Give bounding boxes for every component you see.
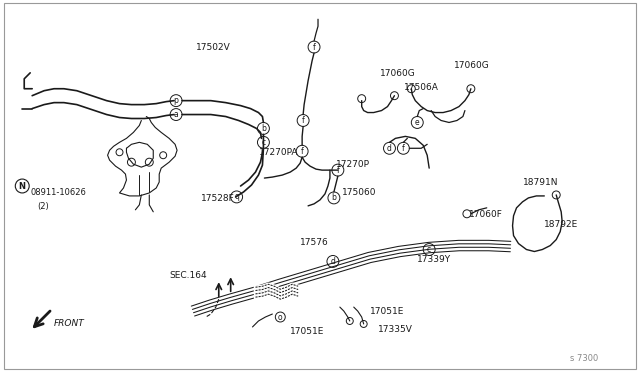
Text: 17051E: 17051E: [290, 327, 324, 336]
Text: d: d: [330, 257, 335, 266]
Text: 175060: 175060: [342, 188, 376, 197]
Text: 17335V: 17335V: [378, 325, 412, 334]
Text: f: f: [313, 42, 316, 52]
Text: 17051E: 17051E: [370, 307, 404, 316]
Text: f: f: [402, 144, 404, 153]
Text: 17339Y: 17339Y: [417, 256, 451, 264]
Text: 08911-10626: 08911-10626: [30, 188, 86, 197]
Text: d: d: [387, 144, 392, 153]
Text: p: p: [173, 96, 179, 105]
Text: f: f: [337, 166, 339, 174]
Text: SEC.164: SEC.164: [169, 271, 207, 280]
Text: f: f: [301, 147, 303, 156]
Text: o: o: [278, 312, 283, 321]
Text: 17270P: 17270P: [336, 160, 370, 169]
Text: b: b: [332, 193, 337, 202]
Text: b: b: [261, 124, 266, 133]
Text: 17060G: 17060G: [380, 69, 415, 78]
Text: e: e: [415, 118, 420, 127]
Text: 18792E: 18792E: [544, 220, 579, 229]
Text: 18791N: 18791N: [522, 178, 558, 187]
Text: q: q: [234, 192, 239, 201]
Text: c: c: [261, 138, 266, 147]
Text: f: f: [301, 116, 305, 125]
Text: 17060G: 17060G: [454, 61, 490, 70]
Text: (2): (2): [37, 202, 49, 211]
Text: 17576: 17576: [300, 238, 329, 247]
Text: 17270PA: 17270PA: [259, 148, 298, 157]
Text: a: a: [173, 110, 179, 119]
Text: 17528F: 17528F: [201, 194, 235, 203]
Text: FRONT: FRONT: [54, 319, 84, 328]
Text: s 7300: s 7300: [570, 354, 598, 363]
Text: N: N: [19, 182, 26, 190]
Text: 17506A: 17506A: [404, 83, 439, 92]
Text: 17502V: 17502V: [196, 43, 230, 52]
Text: 17060F: 17060F: [469, 210, 503, 219]
Text: c: c: [427, 245, 431, 254]
